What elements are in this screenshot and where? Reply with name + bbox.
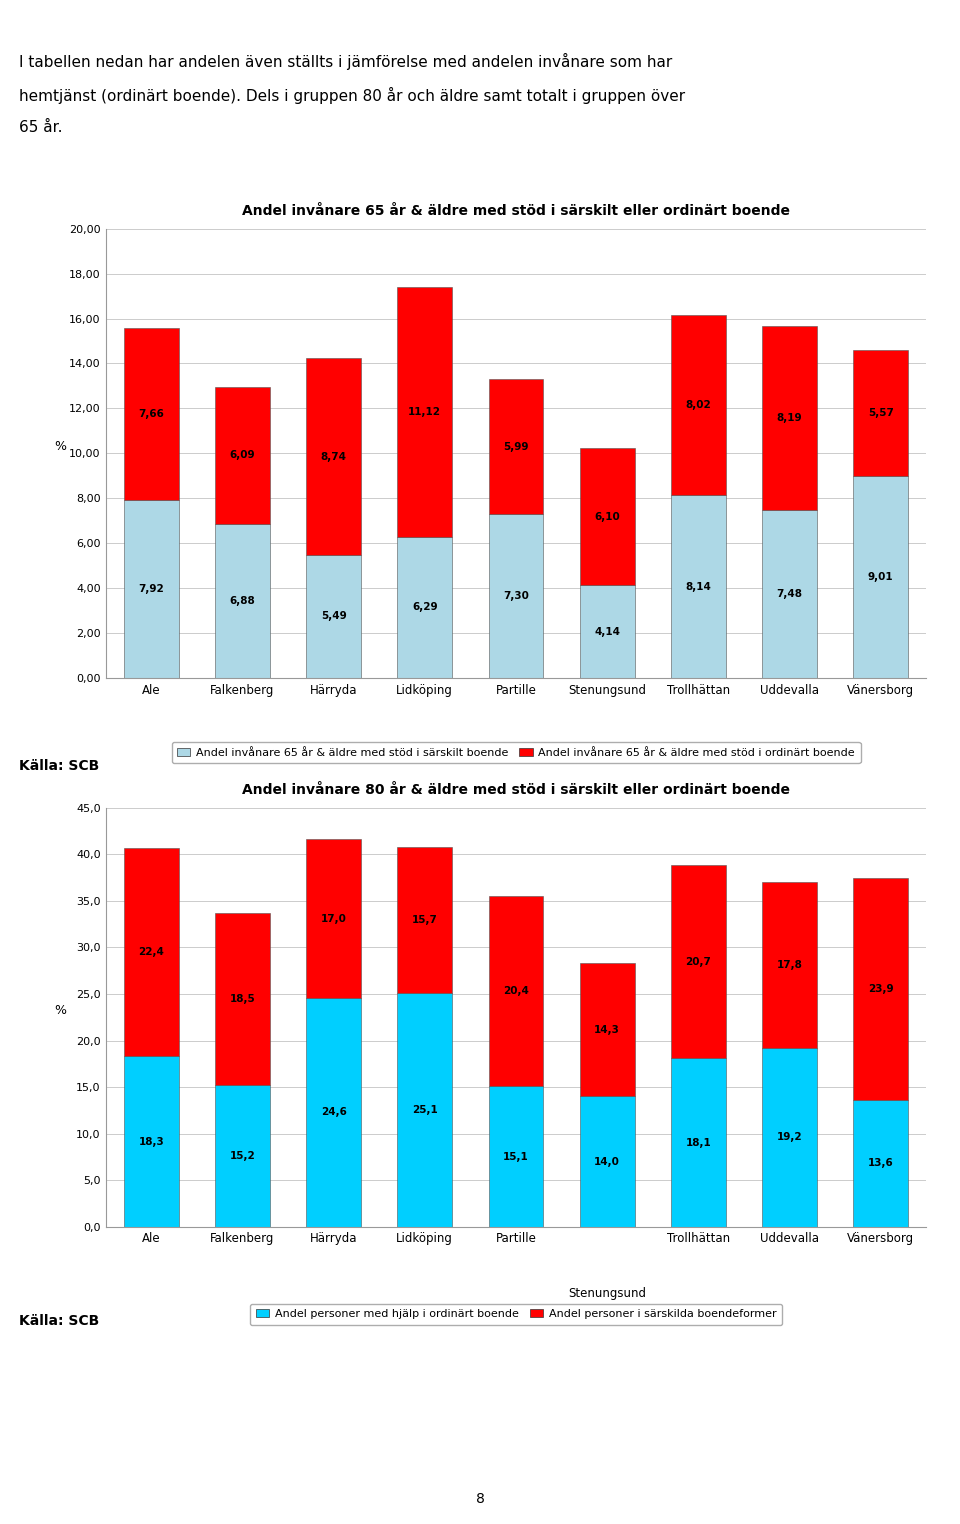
Text: 8,02: 8,02 (685, 401, 711, 410)
Bar (306, 840, 361, 998)
Text: 6,09: 6,09 (229, 450, 255, 460)
Text: 7,66: 7,66 (138, 408, 164, 419)
Bar (489, 514, 543, 678)
Bar (762, 1049, 817, 1227)
Bar (397, 536, 452, 678)
Bar (489, 896, 543, 1087)
Text: 7,30: 7,30 (503, 591, 529, 600)
Text: 22,4: 22,4 (138, 946, 164, 957)
Text: 17,8: 17,8 (777, 960, 803, 971)
Text: 7,48: 7,48 (777, 590, 803, 599)
Bar (215, 387, 270, 524)
Text: 4,14: 4,14 (594, 626, 620, 637)
Bar (762, 511, 817, 678)
Text: 6,88: 6,88 (229, 596, 255, 607)
Text: 17,0: 17,0 (321, 913, 347, 924)
Text: 11,12: 11,12 (408, 407, 442, 416)
Text: 8: 8 (475, 1492, 485, 1506)
Text: 14,3: 14,3 (594, 1024, 620, 1035)
Text: 8,19: 8,19 (777, 413, 803, 424)
Text: I tabellen nedan har andelen även ställts i jämförelse med andelen invånare som : I tabellen nedan har andelen även ställt… (19, 53, 672, 70)
Bar (489, 379, 543, 514)
Text: Stenungsund: Stenungsund (568, 1288, 646, 1300)
Text: 23,9: 23,9 (868, 985, 894, 994)
Text: 20,7: 20,7 (685, 957, 711, 966)
Text: 25,1: 25,1 (412, 1105, 438, 1116)
Bar (124, 1056, 179, 1227)
Bar (397, 847, 452, 994)
Bar (124, 847, 179, 1056)
Bar (853, 1100, 908, 1227)
Text: 5,57: 5,57 (868, 408, 894, 418)
Text: 5,99: 5,99 (503, 442, 529, 451)
Bar (580, 448, 635, 585)
Text: 18,5: 18,5 (229, 994, 255, 1004)
Bar (397, 994, 452, 1227)
Text: 9,01: 9,01 (868, 572, 894, 582)
Bar (397, 287, 452, 536)
Legend: Andel invånare 65 år & äldre med stöd i särskilt boende, Andel invånare 65 år & : Andel invånare 65 år & äldre med stöd i … (172, 742, 860, 764)
Text: 18,3: 18,3 (138, 1137, 164, 1146)
Text: 19,2: 19,2 (777, 1132, 803, 1143)
Text: 24,6: 24,6 (321, 1108, 347, 1117)
Bar (671, 1058, 726, 1227)
Bar (215, 524, 270, 678)
Text: 14,0: 14,0 (594, 1157, 620, 1167)
Bar (580, 1096, 635, 1227)
Text: 6,29: 6,29 (412, 602, 438, 613)
Text: 7,92: 7,92 (138, 584, 164, 594)
Text: 20,4: 20,4 (503, 986, 529, 997)
Bar (853, 475, 908, 678)
Text: 13,6: 13,6 (868, 1158, 894, 1169)
Text: 15,1: 15,1 (503, 1152, 529, 1161)
Bar (580, 585, 635, 678)
Text: Källa: SCB: Källa: SCB (19, 1314, 100, 1327)
Text: 5,49: 5,49 (321, 611, 347, 622)
Bar (124, 328, 179, 500)
Bar (306, 358, 361, 555)
Title: Andel invånare 65 år & äldre med stöd i särskilt eller ordinärt boende: Andel invånare 65 år & äldre med stöd i … (242, 204, 790, 218)
Bar (853, 878, 908, 1100)
Bar (215, 1085, 270, 1227)
Bar (671, 315, 726, 495)
Text: 18,1: 18,1 (685, 1137, 711, 1148)
Text: 6,10: 6,10 (594, 512, 620, 521)
Bar (215, 913, 270, 1085)
Bar (671, 866, 726, 1058)
Text: Källa: SCB: Källa: SCB (19, 759, 100, 773)
Text: 15,7: 15,7 (412, 914, 438, 925)
Text: 15,2: 15,2 (229, 1151, 255, 1161)
Text: 65 år.: 65 år. (19, 120, 62, 136)
Bar (762, 882, 817, 1049)
Text: 8,14: 8,14 (685, 582, 711, 591)
Text: 8,74: 8,74 (321, 451, 347, 462)
Bar (124, 500, 179, 678)
Y-axis label: %: % (55, 1004, 66, 1018)
Y-axis label: %: % (55, 440, 66, 453)
Title: Andel invånare 80 år & äldre med stöd i särskilt eller ordinärt boende: Andel invånare 80 år & äldre med stöd i … (242, 783, 790, 797)
Bar (853, 351, 908, 475)
Legend: Andel personer med hjälp i ordinärt boende, Andel personer i särskilda boendefor: Andel personer med hjälp i ordinärt boen… (251, 1303, 781, 1324)
Text: hemtjänst (ordinärt boende). Dels i gruppen 80 år och äldre samt totalt i gruppe: hemtjänst (ordinärt boende). Dels i grup… (19, 87, 685, 104)
Bar (671, 495, 726, 678)
Bar (306, 998, 361, 1227)
Bar (306, 555, 361, 678)
Bar (580, 963, 635, 1096)
Bar (489, 1087, 543, 1227)
Bar (762, 326, 817, 511)
